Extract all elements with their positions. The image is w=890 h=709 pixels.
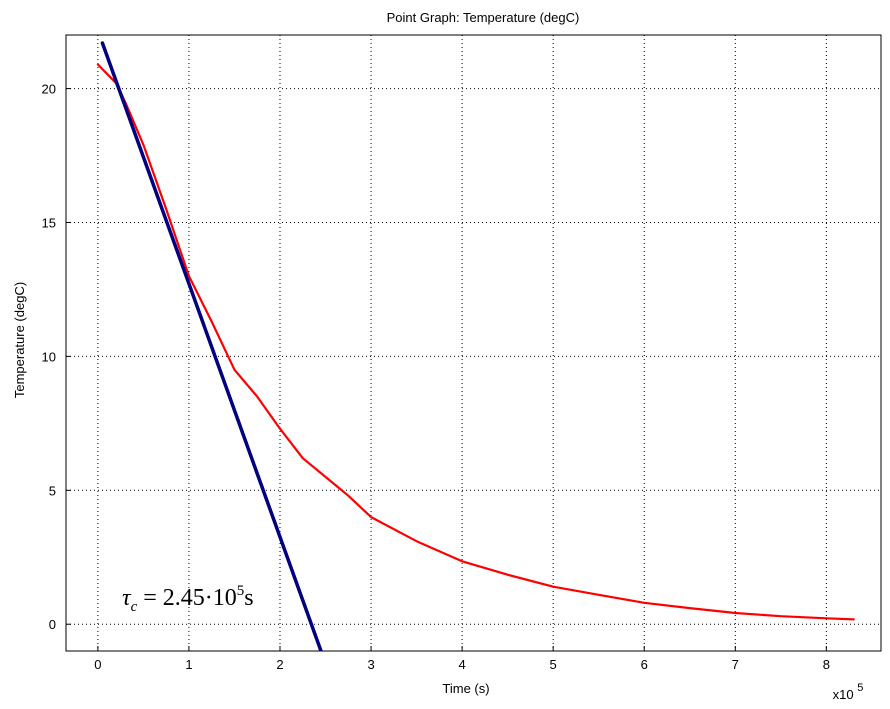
x-tick-label: 0 (94, 657, 101, 672)
tangent-series-line (100, 41, 323, 651)
chart-title: Point Graph: Temperature (degC) (387, 10, 580, 25)
y-tick-label: 5 (49, 483, 56, 498)
x-axis-multiplier: x10 5 (833, 682, 864, 702)
x-tick-label: 3 (367, 657, 374, 672)
x-axis-title: Time (s) (442, 681, 489, 696)
x-axis-multiplier-exponent: 5 (857, 682, 863, 694)
tau-value: = 2.45·10 (137, 585, 237, 611)
x-tick-label: 1 (185, 657, 192, 672)
grid (66, 35, 881, 651)
y-tick-label: 20 (42, 82, 56, 97)
x-tick-label: 5 (550, 657, 557, 672)
tau-symbol: τ (122, 585, 132, 611)
svg-text:x10 5: x10 5 (833, 682, 864, 702)
annotation: τc = 2.45·105s (122, 583, 254, 615)
temperature-series-line (96, 63, 855, 621)
x-tick-label: 2 (276, 657, 283, 672)
time-constant-annotation: τc = 2.45·105s (122, 583, 254, 615)
tau-subscript: c (131, 599, 138, 615)
y-axis-title: Temperature (degC) (12, 282, 27, 398)
plot-frame (65, 34, 882, 652)
axes: 0 1 2 3 4 5 6 7 8 0 5 10 15 20 (42, 34, 882, 672)
y-tick-label: 10 (42, 349, 56, 364)
series (96, 41, 855, 651)
x-tick-label: 4 (459, 657, 466, 672)
x-tick-label: 7 (732, 657, 739, 672)
x-tick-label: 8 (823, 657, 830, 672)
tau-exponent: 5 (237, 583, 245, 599)
x-tick-label: 6 (641, 657, 648, 672)
x-axis-multiplier-base: x10 (833, 687, 854, 702)
y-tick-label: 0 (49, 617, 56, 632)
y-tick-label: 15 (42, 215, 56, 230)
tau-unit: s (244, 585, 253, 611)
